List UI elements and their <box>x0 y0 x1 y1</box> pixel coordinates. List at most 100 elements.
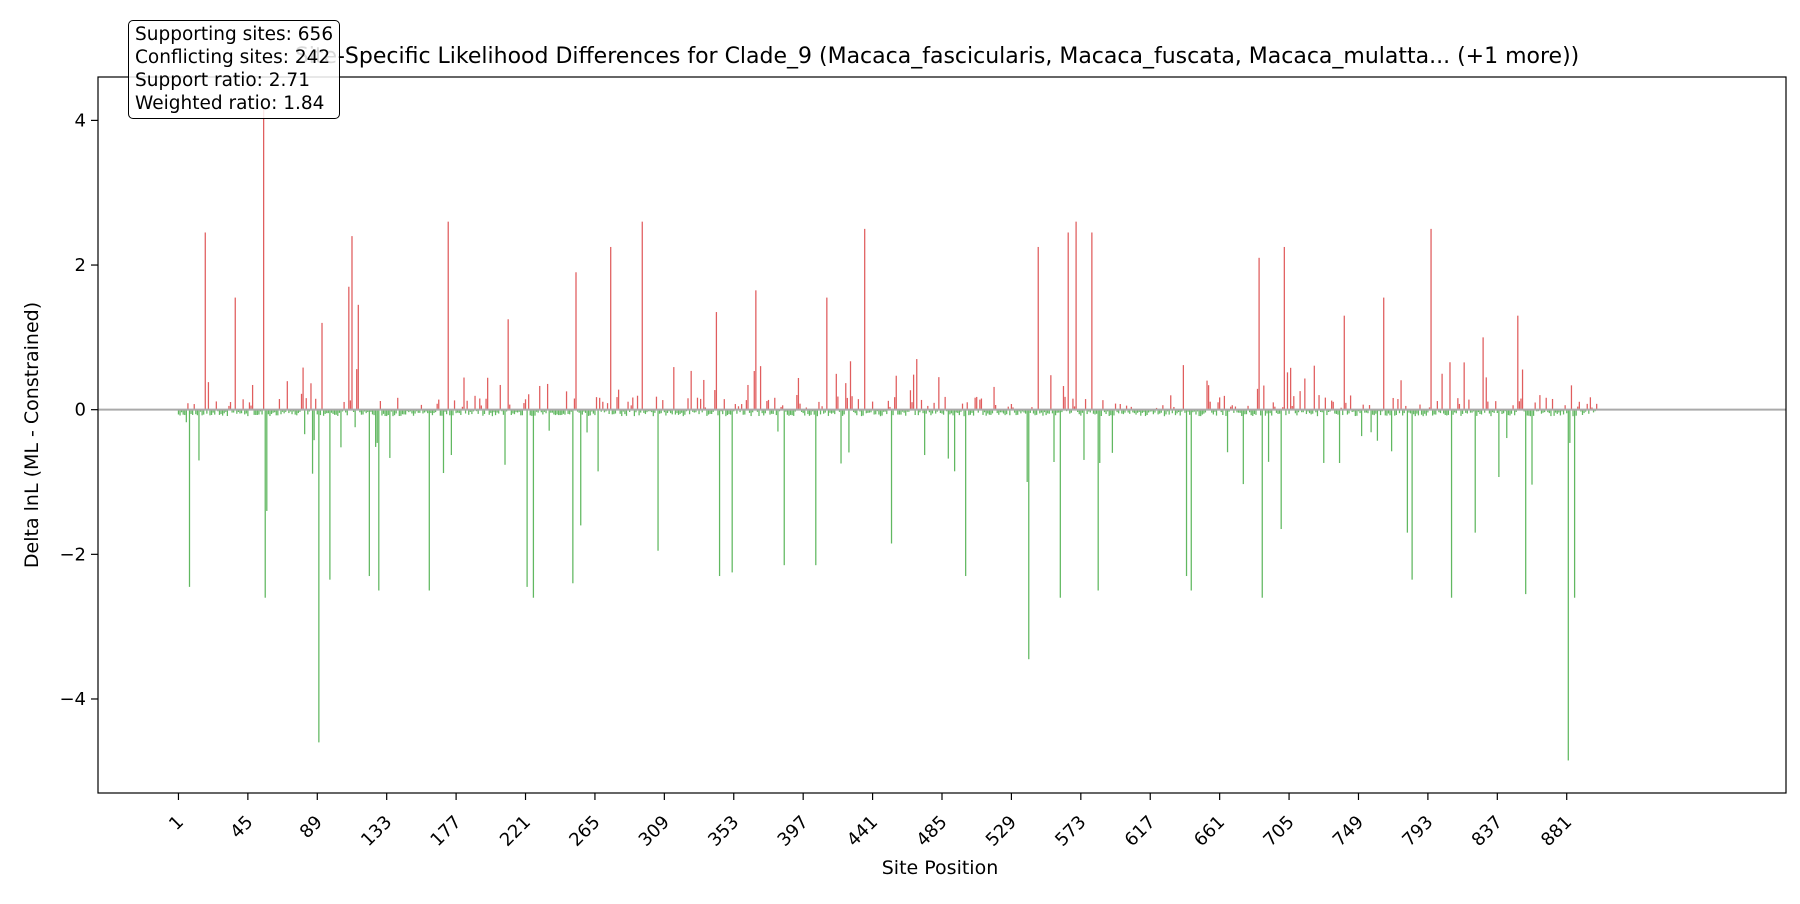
site-bar <box>947 409 949 459</box>
site-bar <box>460 409 462 415</box>
site-bar <box>906 409 908 412</box>
site-bar <box>969 409 972 415</box>
site-bar <box>1245 409 1248 415</box>
site-bar <box>766 401 768 410</box>
site-bar <box>1359 409 1361 414</box>
site-bar <box>758 409 760 417</box>
site-bar <box>1263 385 1265 410</box>
site-bar <box>1515 409 1517 412</box>
site-bar <box>963 409 965 417</box>
site-bar <box>512 409 514 414</box>
site-bar <box>703 379 705 410</box>
site-bar <box>1457 398 1459 410</box>
site-bar <box>753 371 755 410</box>
site-bar <box>446 409 448 415</box>
site-bar <box>1559 409 1562 416</box>
site-bar <box>860 409 863 417</box>
site-bar <box>1015 409 1017 416</box>
site-bar <box>343 401 345 410</box>
site-bar <box>1491 409 1494 413</box>
x-tick-label: 89 <box>296 812 327 843</box>
site-bar <box>1099 409 1101 463</box>
site-bar <box>1225 409 1227 416</box>
site-bar <box>225 409 227 412</box>
site-bar <box>250 405 252 410</box>
site-bar <box>988 409 990 415</box>
site-bar <box>726 409 729 416</box>
site-bar <box>1217 402 1219 410</box>
site-bar <box>1029 409 1031 413</box>
site-bar <box>1121 409 1123 414</box>
site-bar <box>731 409 733 573</box>
site-bar <box>179 409 181 416</box>
site-bar <box>1343 315 1345 410</box>
site-bar <box>619 409 621 414</box>
site-bar <box>1474 409 1476 533</box>
site-bar <box>1435 409 1437 415</box>
site-bar <box>234 297 236 410</box>
site-bar <box>1237 409 1240 413</box>
site-bar <box>883 409 885 412</box>
site-bar <box>266 409 268 511</box>
site-bar <box>840 409 842 464</box>
site-bar <box>244 409 246 415</box>
site-bar <box>222 409 224 416</box>
site-bar <box>209 409 211 416</box>
site-bar <box>725 409 727 417</box>
site-bar <box>1376 409 1379 441</box>
site-bar <box>714 390 716 410</box>
site-bar <box>1335 409 1338 414</box>
site-bar <box>599 397 601 410</box>
site-bar <box>1461 409 1464 414</box>
site-bar <box>1469 409 1472 413</box>
site-bar <box>911 402 913 410</box>
site-bar <box>375 409 377 447</box>
site-bar <box>322 409 325 416</box>
site-bar <box>741 404 743 410</box>
x-tick-label: 221 <box>496 812 535 851</box>
site-bar <box>595 397 598 410</box>
site-bar <box>662 400 664 410</box>
site-bar <box>1064 396 1066 410</box>
site-bar <box>865 409 867 414</box>
site-bar <box>1264 409 1267 416</box>
chart-title: Site-Specific Likelihood Differences for… <box>295 44 1580 69</box>
site-bar <box>1234 406 1237 410</box>
site-bar <box>827 409 830 416</box>
site-bar <box>1526 409 1528 416</box>
site-bar <box>832 409 834 413</box>
site-bar <box>528 394 530 410</box>
site-bar <box>1037 246 1039 410</box>
site-bar <box>1267 409 1270 462</box>
site-bar <box>447 221 449 410</box>
site-bar <box>660 409 662 414</box>
site-bar <box>504 409 506 465</box>
site-bar <box>311 409 314 474</box>
site-bar <box>1425 409 1427 416</box>
site-bar <box>802 409 804 414</box>
site-bar <box>1589 397 1592 410</box>
site-bar <box>600 409 602 412</box>
site-bar <box>935 409 937 414</box>
site-bar <box>769 409 771 415</box>
site-bar <box>1518 401 1521 410</box>
site-bar <box>718 409 721 577</box>
site-bar <box>316 409 318 415</box>
site-bar <box>1203 409 1205 414</box>
site-bar <box>983 409 986 413</box>
site-bar <box>1383 297 1385 410</box>
site-bar <box>1319 409 1322 412</box>
site-bar <box>1073 406 1076 410</box>
site-bar <box>1351 409 1353 413</box>
site-bar <box>1468 399 1470 410</box>
site-bar <box>1233 409 1235 413</box>
site-bar <box>1009 409 1011 416</box>
x-tick-label: 265 <box>565 812 604 851</box>
site-bar <box>1465 409 1467 413</box>
site-bar <box>1204 409 1207 413</box>
site-bar <box>1176 409 1178 414</box>
site-bar <box>1490 409 1492 417</box>
site-bar <box>1031 407 1033 410</box>
site-bar <box>449 409 451 416</box>
site-bar <box>300 393 303 410</box>
